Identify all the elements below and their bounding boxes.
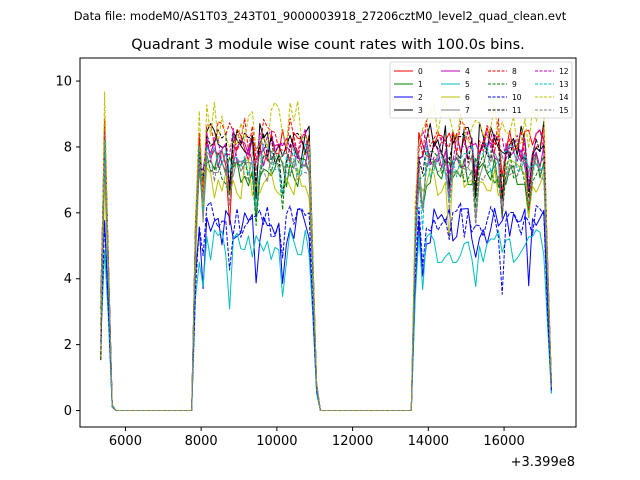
y-tick-label: 10 bbox=[55, 75, 72, 90]
x-tick-label: 12000 bbox=[332, 434, 373, 449]
legend-label-9: 9 bbox=[512, 80, 517, 89]
legend-label-2: 2 bbox=[418, 93, 423, 102]
legend-label-14: 14 bbox=[559, 93, 569, 102]
series-line-15 bbox=[100, 149, 552, 411]
legend-label-6: 6 bbox=[465, 93, 470, 102]
chart-title: Quadrant 3 module wise count rates with … bbox=[131, 37, 525, 53]
legend-label-0: 0 bbox=[418, 67, 423, 76]
x-axis-offset-label: +3.399e8 bbox=[511, 455, 575, 470]
axes-background bbox=[80, 58, 576, 427]
x-tick-label: 14000 bbox=[408, 434, 449, 449]
y-tick-label: 2 bbox=[64, 338, 72, 353]
axes-frame bbox=[79, 57, 577, 428]
y-tick-label: 8 bbox=[64, 140, 72, 155]
series-lines bbox=[100, 91, 552, 411]
legend-label-12: 12 bbox=[559, 67, 569, 76]
x-tick-label: 8000 bbox=[185, 434, 218, 449]
legend-label-8: 8 bbox=[512, 67, 517, 76]
plot-area: 6000 8000 10000 12000 14000 16000024681001234… bbox=[55, 57, 577, 449]
legend-label-7: 7 bbox=[465, 106, 470, 115]
legend-label-5: 5 bbox=[465, 80, 470, 89]
figure-suptitle: Data file: modeM0/AS1T03_243T01_90000039… bbox=[74, 9, 567, 23]
x-tick-label: 10000 bbox=[256, 434, 297, 449]
legend-label-10: 10 bbox=[512, 93, 522, 102]
y-tick-label: 4 bbox=[64, 272, 72, 287]
legend-label-11: 11 bbox=[512, 106, 522, 115]
legend-label-3: 3 bbox=[418, 106, 423, 115]
y-tick-label: 6 bbox=[64, 206, 72, 221]
legend-label-15: 15 bbox=[559, 106, 569, 115]
legend-label-1: 1 bbox=[418, 80, 423, 89]
legend-label-4: 4 bbox=[465, 67, 470, 76]
legend-box bbox=[389, 61, 573, 119]
legend-label-13: 13 bbox=[559, 80, 569, 89]
y-tick-label: 0 bbox=[64, 404, 72, 419]
x-tick-label: 6000 bbox=[109, 434, 142, 449]
x-tick-label: 16000 bbox=[483, 434, 524, 449]
